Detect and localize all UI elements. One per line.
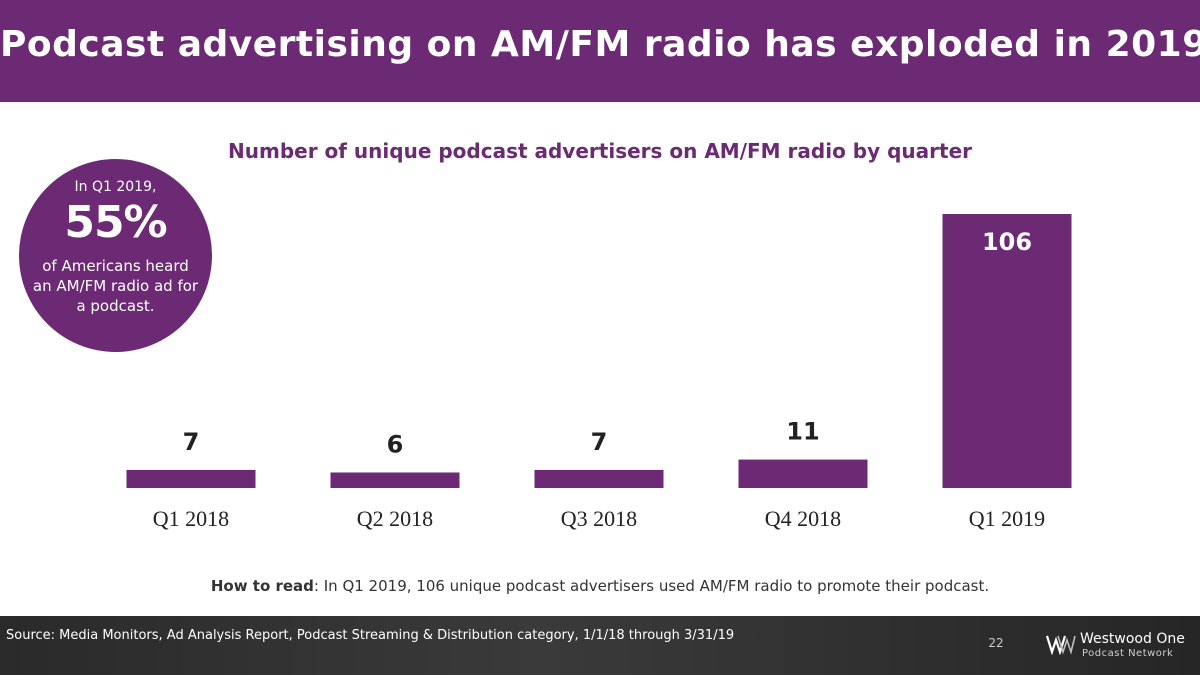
source-note: Source: Media Monitors, Ad Analysis Repo… bbox=[6, 628, 734, 643]
source-label: Source: bbox=[6, 628, 56, 643]
page-number: 22 bbox=[988, 636, 1004, 650]
westwood-one-logo: Westwood One Podcast Network bbox=[1046, 631, 1196, 661]
bar-q1-2018 bbox=[126, 469, 256, 488]
data-label: 7 bbox=[183, 428, 200, 456]
stat-callout-circle: In Q1 2019, 55% of Americans heard an AM… bbox=[19, 159, 212, 352]
callout-percentage: 55% bbox=[64, 197, 167, 248]
how-to-read-text: : In Q1 2019, 106 unique podcast adverti… bbox=[313, 577, 990, 595]
how-to-read-note: How to read: In Q1 2019, 106 unique podc… bbox=[0, 577, 1200, 595]
footer-bar: Source: Media Monitors, Ad Analysis Repo… bbox=[0, 616, 1200, 675]
callout-intro: In Q1 2019, bbox=[74, 179, 157, 195]
wave-logo-icon bbox=[1046, 635, 1076, 655]
chart-title: Number of unique podcast advertisers on … bbox=[228, 139, 972, 163]
title-banner: Podcast advertising on AM/FM radio has e… bbox=[0, 0, 1200, 102]
x-tick-label: Q2 2018 bbox=[357, 506, 433, 531]
x-tick-label: Q1 2018 bbox=[153, 506, 229, 531]
logo-subtitle: Podcast Network bbox=[1082, 648, 1174, 659]
logo-name: Westwood One bbox=[1080, 631, 1185, 647]
page-title: Podcast advertising on AM/FM radio has e… bbox=[0, 24, 1200, 65]
bar-q1-2019 bbox=[942, 214, 1072, 488]
x-tick-label: Q4 2018 bbox=[765, 506, 841, 531]
data-label: 6 bbox=[387, 430, 404, 458]
data-label: 7 bbox=[591, 428, 608, 456]
data-label: 11 bbox=[786, 418, 819, 446]
bar-q3-2018 bbox=[534, 469, 664, 488]
how-to-read-label: How to read bbox=[210, 577, 314, 595]
data-label: 106 bbox=[982, 228, 1032, 256]
callout-description: of Americans heard an AM/FM radio ad for… bbox=[32, 257, 199, 315]
x-tick-label: Q1 2019 bbox=[969, 506, 1045, 531]
source-text: Media Monitors, Ad Analysis Report, Podc… bbox=[55, 628, 735, 643]
bar-q2-2018 bbox=[330, 472, 460, 488]
bar-q4-2018 bbox=[738, 459, 868, 488]
x-tick-label: Q3 2018 bbox=[561, 506, 637, 531]
